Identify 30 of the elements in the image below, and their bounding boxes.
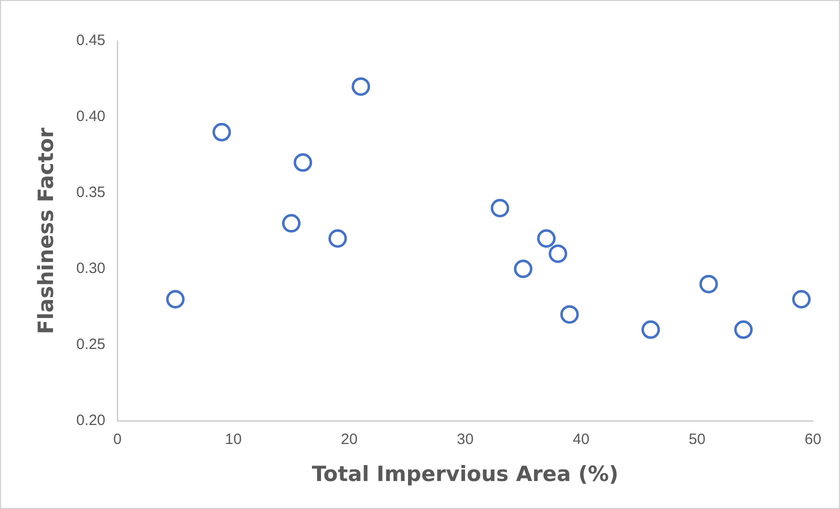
x-tick-label: 20 xyxy=(340,430,358,448)
x-axis-title: Total Impervious Area (%) xyxy=(312,462,619,486)
x-tick-label: 60 xyxy=(804,430,822,448)
point xyxy=(641,320,660,339)
y-tick-label: 0.35 xyxy=(76,184,106,202)
point xyxy=(328,229,347,248)
point xyxy=(514,260,532,278)
point xyxy=(294,153,312,172)
y-axis-title: Flashiness Factor xyxy=(34,127,58,334)
x-tick-label: 10 xyxy=(224,430,242,448)
x-tick-label: 0 xyxy=(113,430,122,448)
point xyxy=(166,290,185,309)
point xyxy=(734,320,753,339)
x-tick-label: 50 xyxy=(688,430,706,448)
point xyxy=(537,229,556,248)
point xyxy=(282,214,301,233)
y-tick-label: 0.40 xyxy=(76,108,106,126)
point xyxy=(792,290,811,309)
point xyxy=(548,244,568,263)
y-tick-label: 0.45 xyxy=(76,32,106,50)
y-tick-label: 0.25 xyxy=(76,336,106,353)
y-tick-label: 0.30 xyxy=(76,260,106,278)
y-tick-label: 0.20 xyxy=(76,412,106,429)
point xyxy=(352,77,370,96)
x-tick-label: 30 xyxy=(456,430,474,448)
x-tick-label: 40 xyxy=(572,430,590,448)
point xyxy=(560,305,579,324)
point xyxy=(490,198,510,218)
point xyxy=(699,274,718,294)
point xyxy=(212,122,231,142)
